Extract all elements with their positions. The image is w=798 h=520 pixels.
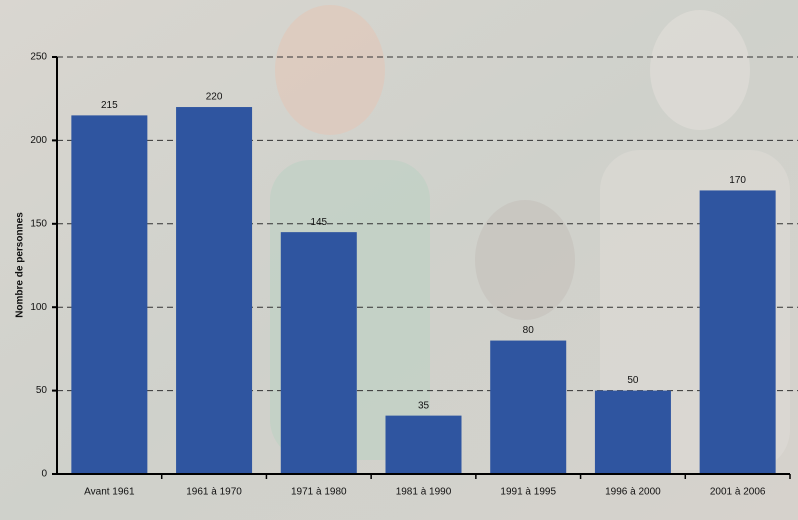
value-label: 50 [627,375,639,386]
background-figure [475,200,575,320]
value-label: 215 [101,100,118,111]
y-tick-label: 200 [30,135,47,146]
y-tick-label: 150 [30,218,47,229]
y-axis-label: Nombre de personnes [15,212,26,318]
bar [71,115,148,474]
y-tick-label: 250 [30,52,47,63]
value-label: 170 [729,175,746,186]
x-tick-label: Avant 1961 [84,487,135,498]
x-tick-label: 1981 à 1990 [396,487,452,498]
background-figure [275,5,385,135]
value-label: 35 [418,400,430,411]
bar [280,232,357,474]
bar [490,340,567,474]
y-tick-label: 50 [36,385,48,396]
y-tick-label: 0 [41,469,47,480]
value-label: 145 [310,217,327,228]
bar [385,415,462,474]
x-tick-label: 1961 à 1970 [186,487,242,498]
bar [176,107,253,474]
bar [699,190,776,474]
value-label: 220 [206,92,223,103]
value-label: 80 [523,325,535,336]
y-tick-label: 100 [30,302,47,313]
bar [594,390,671,474]
x-tick-label: 1971 à 1980 [291,487,347,498]
x-tick-label: 1996 à 2000 [605,487,661,498]
x-tick-label: 2001 à 2006 [710,487,766,498]
background-figure [650,10,750,130]
x-tick-label: 1991 à 1995 [500,487,556,498]
